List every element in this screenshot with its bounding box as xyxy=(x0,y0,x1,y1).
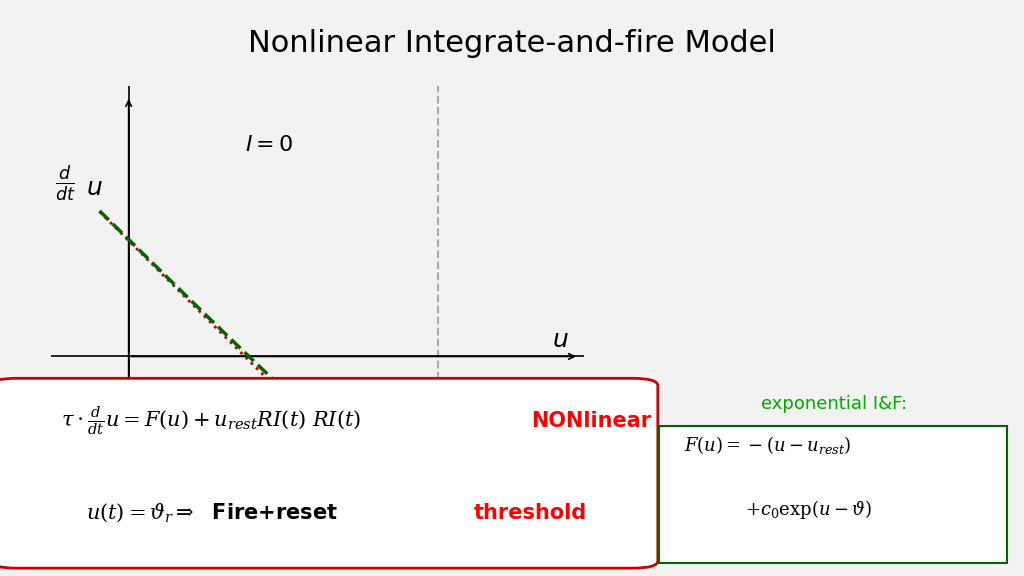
Text: Nonlinear Integrate-and-fire Model: Nonlinear Integrate-and-fire Model xyxy=(248,29,776,58)
Text: $u$: $u$ xyxy=(86,176,103,200)
Text: $\frac{d}{dt}$: $\frac{d}{dt}$ xyxy=(55,163,76,203)
Text: exponential I&F:: exponential I&F: xyxy=(762,395,907,413)
Text: NONlinear: NONlinear xyxy=(530,411,651,431)
Text: $I=0$: $I=0$ xyxy=(245,135,294,154)
Text: $F(u) = -(u - u_{rest})$: $F(u) = -(u - u_{rest})$ xyxy=(684,434,852,456)
Text: $\vartheta_r$: $\vartheta_r$ xyxy=(427,381,450,404)
Text: threshold: threshold xyxy=(474,503,587,523)
Text: $u$: $u$ xyxy=(552,328,569,351)
FancyBboxPatch shape xyxy=(0,378,657,568)
Text: $+ c_0 \exp(u - \vartheta)$: $+ c_0 \exp(u - \vartheta)$ xyxy=(745,498,872,521)
Text: $u\left(t\right) = \vartheta_r \Rightarrow$  Fire+reset: $u\left(t\right) = \vartheta_r \Rightarr… xyxy=(86,502,338,524)
FancyBboxPatch shape xyxy=(659,426,1007,563)
Text: $\tau \cdot \frac{d}{dt} u = F(u) + u_{rest} RI(t)\ RI(t)$: $\tau \cdot \frac{d}{dt} u = F(u) + u_{r… xyxy=(61,404,361,437)
